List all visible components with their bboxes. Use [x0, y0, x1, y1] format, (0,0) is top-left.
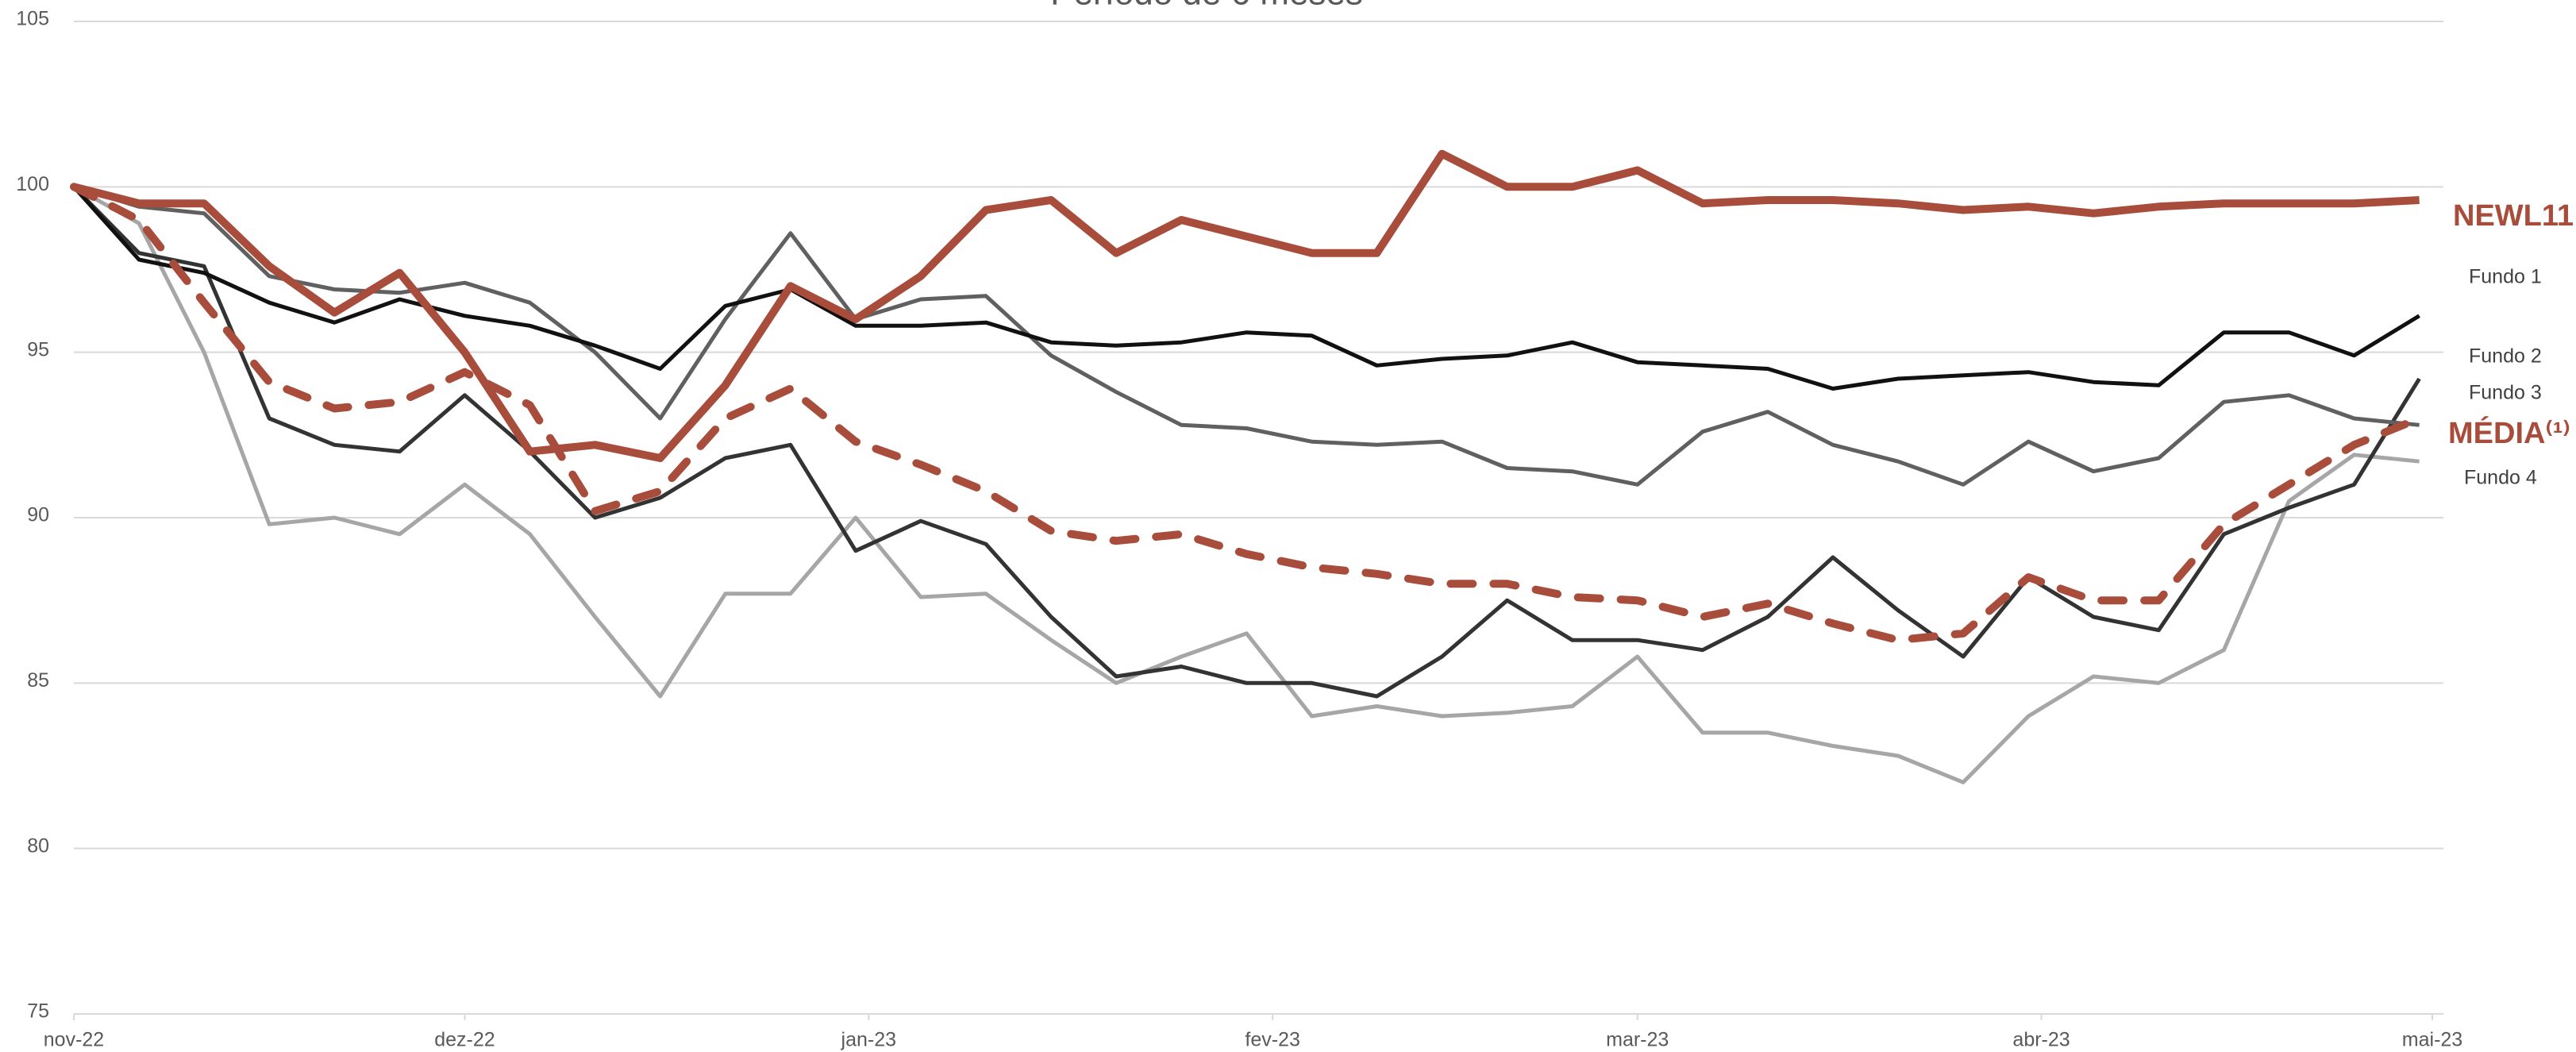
series-line — [72, 185, 2421, 699]
series-label: MÉDIA⁽¹⁾ — [2448, 415, 2570, 450]
series-label: Fundo 1 — [2469, 266, 2542, 288]
series-label: Fundo 2 — [2469, 345, 2542, 368]
series-line — [72, 149, 2420, 462]
y-tick-label: 95 — [27, 338, 49, 360]
series-label: Fundo 3 — [2469, 382, 2542, 404]
x-tick-label: fev-23 — [1245, 1029, 1300, 1051]
y-tick-label: 105 — [16, 8, 49, 30]
x-tick-label: mai-23 — [2402, 1029, 2462, 1051]
series-label: NEWL11 — [2453, 199, 2574, 233]
x-tick-label: jan-23 — [841, 1029, 897, 1051]
series-line — [73, 184, 2420, 487]
x-tick-label: mar-23 — [1606, 1029, 1669, 1051]
y-tick-label: 100 — [16, 173, 49, 195]
y-tick-label: 80 — [27, 834, 49, 857]
y-tick-label: 85 — [27, 669, 49, 692]
chart-title: Período de 6 meses — [1050, 0, 1363, 13]
series-label: Fundo 4 — [2464, 467, 2537, 489]
series-line — [72, 185, 2420, 784]
x-tick-label: dez-22 — [434, 1029, 495, 1051]
x-tick-label: abr-23 — [2012, 1029, 2070, 1051]
series-line — [70, 183, 2424, 645]
y-tick-label: 75 — [27, 1000, 49, 1023]
y-tick-label: 90 — [27, 504, 49, 526]
x-tick-label: nov-22 — [44, 1029, 104, 1051]
series-line — [72, 185, 2420, 391]
